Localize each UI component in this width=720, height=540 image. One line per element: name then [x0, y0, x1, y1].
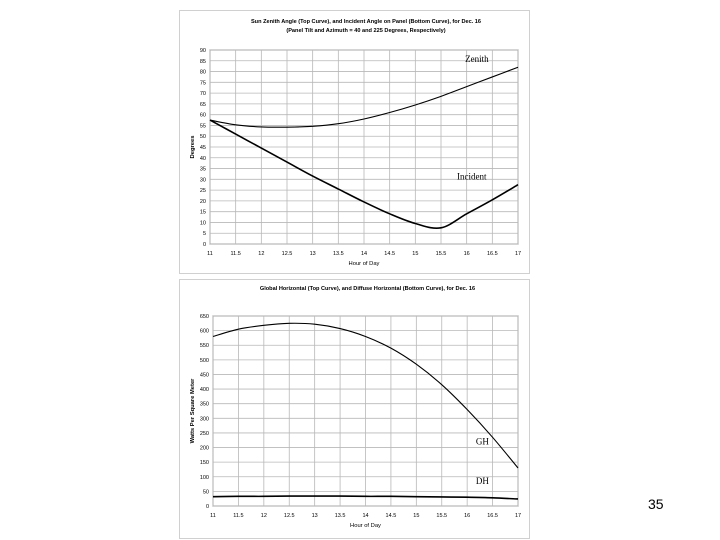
y-tick-label: 0 — [203, 242, 206, 248]
y-tick-label: 50 — [200, 134, 206, 140]
y-tick-label: 25 — [200, 188, 206, 194]
y-tick-label: 70 — [200, 91, 206, 97]
x-tick-label: 15.5 — [436, 513, 447, 519]
curve-label-zenith: Zenith — [465, 54, 489, 64]
curve-label-incident: Incident — [457, 171, 487, 181]
x-tick-label: 17 — [515, 251, 521, 257]
x-tick-label: 13.5 — [333, 251, 344, 257]
x-tick-label: 16.5 — [487, 513, 498, 519]
y-tick-label: 0 — [206, 504, 209, 510]
y-tick-label: 55 — [200, 123, 206, 129]
x-axis-label: Hour of Day — [349, 261, 380, 267]
y-axis-label: Degrees — [190, 136, 196, 159]
x-tick-label: 15.5 — [436, 251, 447, 257]
series-line-dh — [212, 495, 519, 500]
slide-number: 35 — [648, 496, 664, 512]
y-tick-label: 50 — [203, 489, 209, 495]
y-tick-label: 10 — [200, 220, 206, 226]
y-tick-label: 200 — [200, 446, 209, 452]
curve-label-dh: DH — [476, 476, 489, 486]
y-tick-label: 85 — [200, 59, 206, 65]
x-tick-label: 16 — [464, 251, 470, 257]
x-tick-label: 13 — [310, 251, 316, 257]
y-axis-label: Watts Per Square Meter — [190, 378, 196, 444]
y-tick-label: 75 — [200, 80, 206, 86]
x-tick-label: 14 — [361, 251, 367, 257]
y-tick-label: 30 — [200, 177, 206, 183]
y-tick-label: 5 — [203, 231, 206, 237]
x-tick-label: 12.5 — [282, 251, 293, 257]
y-tick-label: 250 — [200, 431, 209, 437]
x-tick-label: 11 — [210, 513, 216, 519]
x-tick-label: 11.5 — [233, 513, 243, 519]
y-tick-label: 300 — [200, 416, 209, 422]
y-tick-label: 600 — [200, 329, 209, 335]
x-tick-label: 16 — [464, 513, 470, 519]
y-tick-label: 550 — [200, 343, 209, 349]
x-tick-label: 17 — [515, 513, 521, 519]
chart-subtitle: (Panel Tilt and Azimuth = 40 and 225 Deg… — [286, 28, 445, 34]
y-tick-label: 40 — [200, 156, 206, 162]
y-tick-label: 45 — [200, 145, 206, 151]
x-tick-label: 14.5 — [384, 251, 395, 257]
chart-title: Global Horizontal (Top Curve), and Diffu… — [260, 286, 475, 292]
y-tick-label: 35 — [200, 167, 206, 173]
series-line-gh — [212, 322, 519, 469]
x-tick-label: 13.5 — [335, 513, 346, 519]
y-tick-label: 90 — [200, 48, 206, 54]
series-line-incident — [209, 119, 519, 230]
x-tick-label: 11 — [207, 251, 213, 257]
y-tick-label: 500 — [200, 358, 209, 364]
series-line-zenith — [209, 66, 519, 128]
y-tick-label: 450 — [200, 372, 209, 378]
x-tick-label: 11.5 — [231, 251, 241, 257]
y-tick-label: 650 — [200, 314, 209, 320]
x-tick-label: 15 — [412, 251, 418, 257]
y-tick-label: 20 — [200, 199, 206, 205]
x-tick-label: 14.5 — [386, 513, 397, 519]
x-tick-label: 12 — [258, 251, 264, 257]
y-tick-label: 400 — [200, 387, 209, 393]
irradiance-chart-panel: 11 11.5 12 12.5 13 13.5 14 14.5 15 15.5 16 16.5 17 0 5… — [179, 279, 530, 539]
x-tick-label: 13 — [312, 513, 318, 519]
zenith-incident-chart: 11 11.5 12 12.5 13 13.5 14 14.5 15 15.5 16 16.5 17 0 5… — [190, 19, 521, 267]
irradiance-chart: 11 11.5 12 12.5 13 13.5 14 14.5 15 15.5 16 16.5 17 0 5… — [190, 286, 521, 529]
y-tick-label: 80 — [200, 70, 206, 76]
y-tick-label: 15 — [200, 210, 206, 216]
y-tick-label: 150 — [200, 460, 209, 466]
x-tick-label: 16.5 — [487, 251, 498, 257]
x-tick-label: 12.5 — [284, 513, 295, 519]
y-tick-label: 60 — [200, 113, 206, 119]
curve-label-gh: GH — [476, 437, 489, 447]
y-tick-label: 65 — [200, 102, 206, 108]
y-tick-label: 100 — [200, 475, 209, 481]
y-tick-label: 350 — [200, 402, 209, 408]
x-axis-label: Hour of Day — [350, 523, 381, 529]
chart-title: Sun Zenith Angle (Top Curve), and Incide… — [251, 19, 481, 25]
x-tick-label: 12 — [261, 513, 267, 519]
x-tick-label: 14 — [362, 513, 368, 519]
x-tick-label: 15 — [413, 513, 419, 519]
zenith-incident-chart-panel: 11 11.5 12 12.5 13 13.5 14 14.5 15 15.5 16 16.5 17 0 5… — [179, 10, 530, 274]
